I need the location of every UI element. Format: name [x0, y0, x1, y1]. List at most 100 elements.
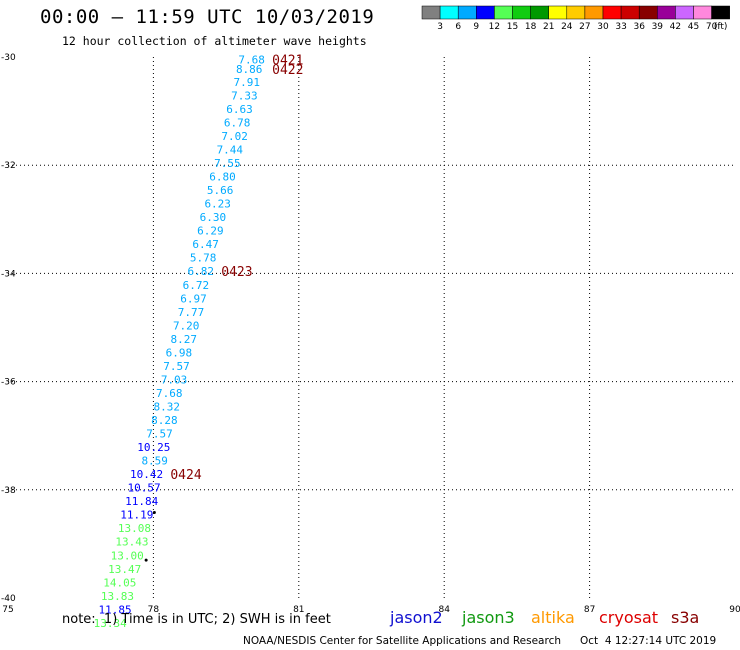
wave-height-label: 8.27: [171, 333, 198, 346]
colorbar-label: 42: [670, 22, 681, 32]
colorbar-swatch: [512, 5, 531, 20]
colorbar-label: (ft): [714, 22, 728, 32]
y-tick-label: -40: [1, 594, 16, 604]
colorbar-label: 27: [579, 22, 590, 32]
colorbar-swatch: [476, 5, 495, 20]
x-tick-label: 75: [2, 605, 13, 615]
chart-subtitle: 12 hour collection of altimeter wave hei…: [62, 34, 367, 48]
track-marker: [152, 511, 156, 515]
colorbar-swatch: [566, 5, 586, 20]
colorbar-label: 18: [525, 22, 537, 32]
wave-height-label: 7.03: [161, 373, 188, 386]
footer-credit: NOAA/NESDIS Center for Satellite Applica…: [243, 635, 561, 647]
colorbar-swatch: [457, 5, 477, 20]
satellite-altika: altika: [531, 608, 575, 627]
colorbar-swatch: [548, 5, 568, 20]
time-label: 0424: [170, 468, 201, 483]
colorbar-label: 36: [633, 22, 645, 32]
wave-height-label: 10.57: [128, 482, 161, 495]
y-tick-label: -38: [1, 486, 16, 496]
x-tick-label: 84: [438, 605, 450, 615]
x-tick-label: 87: [584, 605, 595, 615]
wave-height-label: 7.68: [156, 387, 183, 400]
colorbar-label: 21: [543, 22, 554, 32]
colorbar-label: 30: [597, 22, 609, 32]
colorbar-swatch: [584, 5, 604, 20]
x-tick-label: 81: [293, 605, 304, 615]
colorbar-swatch: [602, 5, 622, 20]
colorbar-label: 6: [455, 22, 461, 32]
wave-height-label: 5.66: [207, 184, 234, 197]
track-marker: [144, 558, 148, 562]
colorbar-label: 3: [437, 22, 443, 32]
wave-height-label: 6.72: [183, 279, 210, 292]
wave-height-label: 6.63: [226, 103, 253, 116]
wave-height-label: 7.44: [217, 144, 244, 157]
wave-height-label: 13.47: [108, 563, 141, 576]
satellite-jason2: jason2: [390, 608, 443, 627]
time-label: 0421: [272, 54, 303, 69]
wave-height-label: 8.32: [154, 400, 181, 413]
wave-height-label: 11.85: [98, 603, 131, 616]
wave-height-label: 7.57: [146, 428, 173, 441]
note-text: note: 1) Time is in UTC; 2) SWH is in fe…: [62, 612, 331, 627]
wave-height-label: 7.57: [163, 360, 190, 373]
wave-height-label: 13.34: [94, 617, 127, 630]
wave-height-label: 7.33: [231, 89, 258, 102]
colorbar-label: 12: [489, 22, 500, 32]
wave-height-label: 7.68: [238, 54, 265, 67]
chart-title: 00:00 — 11:59 UTC 10/03/2019: [40, 6, 375, 28]
wave-height-label: 6.23: [204, 198, 231, 211]
wave-height-label: 8.59: [141, 455, 168, 468]
y-tick-label: -34: [1, 269, 16, 279]
wave-height-label: 10.42: [130, 468, 163, 481]
colorbar-swatch: [693, 5, 712, 20]
satellite-cryosat: cryosat: [599, 608, 659, 627]
colorbar-label: 45: [688, 22, 699, 32]
colorbar-label: 15: [507, 22, 518, 32]
wave-height-label: 7.20: [173, 319, 200, 332]
colorbar-swatch: [657, 5, 676, 20]
wave-height-label: 11.19: [120, 509, 153, 522]
satellite-s3a: s3a: [671, 608, 700, 627]
wave-height-label: 13.00: [111, 549, 144, 562]
wave-height-label: 5.78: [190, 252, 217, 265]
wave-height-label: 7.02: [221, 130, 248, 143]
colorbar-swatch: [530, 5, 549, 20]
colorbar-swatch: [638, 5, 658, 20]
wave-height-label: 6.29: [197, 225, 224, 238]
colorbar-label: 70: [706, 22, 718, 32]
colorbar-swatch: [675, 5, 694, 20]
satellite-jason3: jason3: [462, 608, 515, 627]
wave-height-label: 6.30: [200, 211, 227, 224]
x-tick-label: 78: [148, 605, 160, 615]
wave-height-label: 13.83: [101, 590, 134, 603]
wave-height-label: 7.91: [234, 76, 261, 89]
wave-height-label: 6.98: [166, 346, 193, 359]
colorbar-label: 39: [652, 22, 664, 32]
wave-height-label: 10.25: [137, 441, 170, 454]
colorbar-swatch: [711, 5, 730, 20]
wave-height-label: 8.86: [236, 63, 263, 76]
y-tick-label: -30: [1, 53, 16, 63]
colorbar-swatch: [494, 5, 513, 20]
wave-height-label: 13.08: [118, 522, 151, 535]
x-tick-label: 90: [729, 605, 740, 615]
colorbar-label: 33: [615, 22, 626, 32]
y-tick-label: -32: [1, 161, 16, 171]
y-tick-label: -36: [1, 378, 16, 388]
footer-timestamp: Oct 4 12:27:14 UTC 2019: [580, 635, 717, 647]
wave-height-label: 8.28: [151, 414, 178, 427]
wave-height-label: 7.77: [178, 306, 205, 319]
wave-height-label: 6.97: [180, 292, 207, 305]
colorbar-swatch: [439, 5, 459, 20]
wave-height-label: 6.47: [192, 238, 219, 251]
wave-height-label: 7.55: [214, 157, 241, 170]
wave-height-label: 6.80: [209, 171, 236, 184]
wave-height-label: 11.84: [125, 495, 158, 508]
time-label: 0422: [272, 63, 303, 78]
colorbar-label: 24: [561, 22, 573, 32]
time-label: 0423: [221, 265, 252, 280]
wave-height-label: 14.05: [103, 576, 136, 589]
